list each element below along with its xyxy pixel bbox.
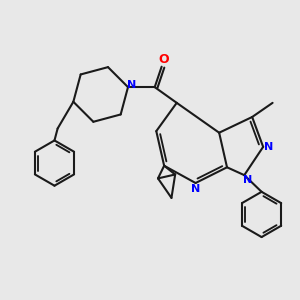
Text: N: N	[191, 184, 200, 194]
Text: N: N	[243, 175, 252, 185]
Text: N: N	[127, 80, 136, 90]
Text: N: N	[264, 142, 273, 152]
Text: O: O	[158, 53, 169, 66]
